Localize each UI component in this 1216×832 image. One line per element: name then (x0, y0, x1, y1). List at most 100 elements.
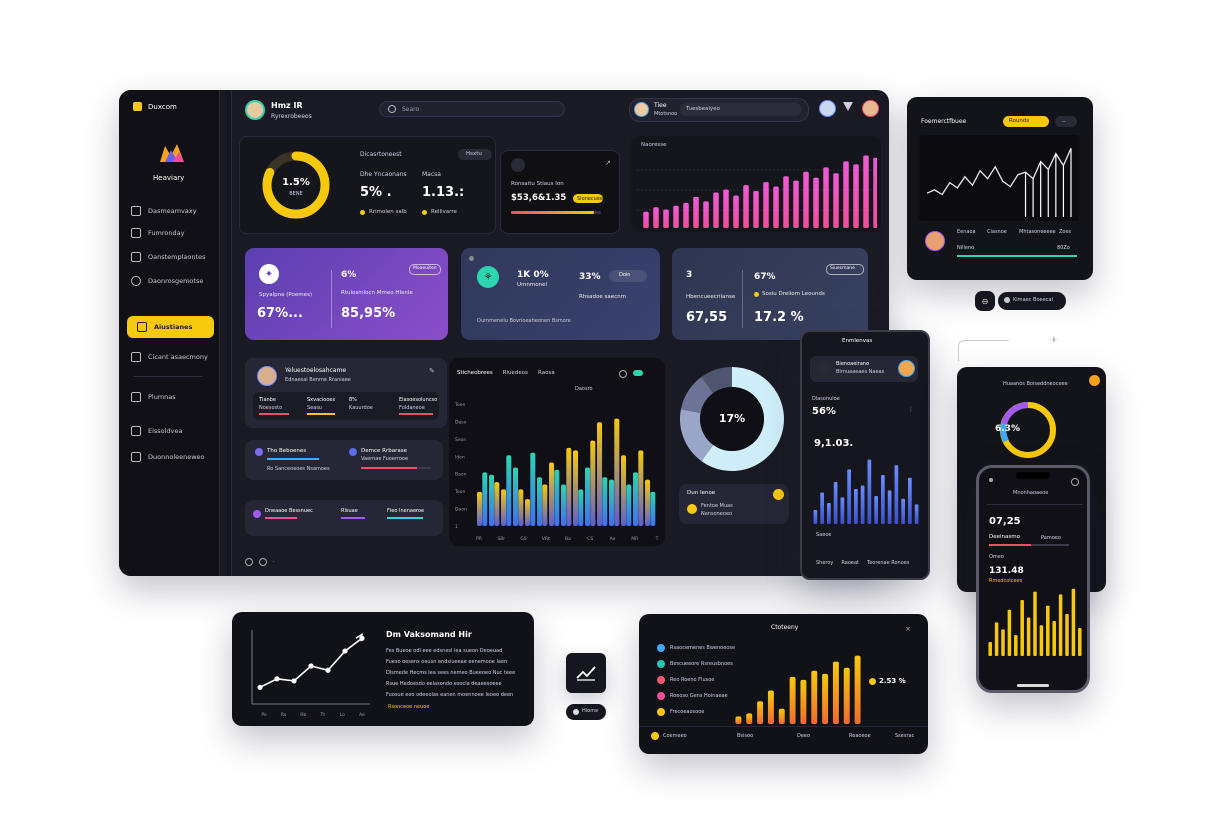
pill-button[interactable]: Kimaec Boeecat (998, 292, 1066, 310)
sidebar-item-6[interactable]: Cicant asaecmony (131, 348, 217, 366)
list-item[interactable]: Frecoeaosooe (657, 704, 767, 720)
sidebar-item-7[interactable]: Plumnas (131, 388, 217, 406)
bar (789, 676, 796, 724)
list-item[interactable]: Reo Roeno Flusoe (657, 672, 767, 688)
sidebar-item-9[interactable]: Duonnoleeneweo (131, 448, 217, 466)
ring-slice (680, 376, 714, 414)
status-icon (989, 478, 993, 482)
x-tick-label: CS (587, 536, 593, 542)
ring-footer-b: Nansoneoeo (701, 511, 733, 517)
bar (811, 670, 818, 724)
tab-1[interactable]: Sticheobrees (457, 370, 493, 376)
tasks-card[interactable]: Dneaaoe Bessnuec Rlsuae Fleo Inenaeroe (245, 500, 443, 536)
bar (746, 713, 753, 724)
list-card[interactable]: Tho Beboenes Ro Sanceoeoes Nsamoes Demce… (245, 440, 443, 480)
help-icon[interactable] (259, 558, 267, 566)
bar (813, 177, 819, 228)
ring-footer[interactable]: Dun Ienoe Fentoe Muas Nansoneoeo (679, 484, 789, 524)
filter-icon[interactable] (843, 102, 853, 111)
bar (908, 477, 912, 524)
profile-avatar[interactable] (862, 100, 879, 117)
stat-badge[interactable]: Moaeuiten (409, 264, 441, 275)
stat-card-purple[interactable]: ✦ Moaeuiten 6% Spyalpne (Poemes) Rtulosm… (245, 248, 448, 340)
more-icon[interactable]: ⋮ (908, 406, 914, 413)
mail-icon (131, 352, 141, 362)
bottom-divider (639, 726, 928, 727)
sidebar-item-2[interactable]: Fumronday (131, 224, 217, 242)
bottom-chart-list: Rsaocemenes Bwenoeose Bescueeore Rsreusb… (657, 640, 767, 720)
right-top-mini[interactable]: .. (1055, 116, 1077, 127)
bar (713, 192, 719, 228)
bar (853, 164, 859, 228)
check-tile[interactable] (566, 653, 606, 693)
list-dot-icon (349, 448, 357, 456)
bar (803, 171, 809, 228)
kpi-stat2-label: Macsa (422, 171, 441, 178)
x-tick-label: GS (520, 536, 526, 542)
pill-icon (1004, 297, 1010, 303)
bar (525, 499, 531, 526)
right-top-badge[interactable]: Rounds (1003, 116, 1049, 127)
bar (643, 211, 649, 228)
profile-card[interactable]: Yeluestoelosahcame Ednaesal Benme Rrania… (245, 358, 447, 428)
y-tick-label: Daon (455, 507, 467, 513)
check-pill[interactable]: Hiome (566, 704, 606, 720)
top-bar-chart-panel: Naoresse (631, 136, 881, 232)
stat-card-blue[interactable]: ⚘ 1K 0% Umnmonel 33% Rhsadoe saecnm Doin… (461, 248, 660, 340)
expand-icon[interactable]: ↗ (605, 159, 611, 167)
share-button[interactable]: ⊖ (975, 291, 995, 311)
brand[interactable]: Duxcom (133, 102, 177, 111)
list-item[interactable]: Bescueeore Rsreusbnoes (657, 656, 767, 672)
user-avatar (634, 102, 649, 117)
user-sub: Mtotsnoo (654, 111, 678, 117)
progress-badge[interactable]: Sionecuee (573, 194, 603, 203)
sidebar-item-3[interactable]: Oanstemplaontes (131, 248, 217, 266)
edit-icon[interactable]: ✎ (429, 367, 435, 375)
bar (1033, 591, 1037, 656)
sidebar-item-active[interactable]: Aiustianes (127, 316, 214, 338)
header-field[interactable]: Tuesbealyeo (680, 103, 802, 116)
link-icon: ⚘ (477, 266, 499, 288)
search-input[interactable]: Searo (379, 101, 565, 117)
data-point (257, 684, 263, 690)
stat-label-a: Umnmonel (517, 282, 547, 288)
bar (988, 642, 992, 656)
sidebar-item-8[interactable]: Eissoldvea (131, 422, 217, 440)
list-item[interactable]: Rsaocemenes Bwenoeose (657, 640, 767, 656)
tab-2[interactable]: Riuedeos (502, 370, 529, 376)
tablet-profile[interactable]: Bienoaeirano Blrnuaaeaes Naeas (810, 356, 918, 382)
share-icon: ⊖ (981, 296, 989, 306)
tablet-stat-value: 56% (812, 406, 836, 417)
stat-badge[interactable]: Doin (609, 270, 647, 282)
list-item[interactable]: Roeoso Gens Hoinaeae (657, 688, 767, 704)
kpi-button[interactable]: Hsxtu (458, 149, 492, 160)
settings-icon[interactable] (245, 558, 253, 566)
stat-label-b-row: Sosiu Dreiiom Leounds (754, 291, 825, 297)
stat-badge[interactable]: Siuesmane (826, 264, 864, 275)
bar (513, 467, 519, 526)
kpi-panel: 1.5% BENE Dicasrtoneest Hsxtu Dhe Yncaon… (239, 136, 496, 234)
user-pill[interactable]: Tiee Mtotsnoo Tuesbealyeo (629, 98, 809, 122)
refresh-icon[interactable] (619, 370, 627, 378)
value-dot-icon (869, 678, 876, 685)
stat-label-b: Rtulosmlocn Mmeo Hlenle (341, 290, 413, 296)
data-point (342, 648, 348, 654)
bar (867, 459, 872, 524)
stat-card-slate[interactable]: 3 67% Siuesmane Hbencueecrilanse Sosiu D… (672, 248, 868, 340)
notification-avatar[interactable] (819, 100, 836, 117)
tablet-bar-chart (813, 459, 919, 524)
avatar[interactable] (245, 100, 265, 120)
line-card-link[interactable]: Rsonceoe neuoe (388, 704, 430, 710)
toggle-icon[interactable] (633, 370, 643, 376)
card-icon (511, 158, 525, 172)
bar (854, 655, 861, 724)
sidebar-item-1[interactable]: Dasmeamvaxy (131, 202, 217, 220)
close-icon[interactable]: × (905, 625, 911, 633)
tab-3[interactable]: Raosa (538, 370, 555, 376)
list-fill (361, 467, 417, 469)
bar (633, 472, 639, 526)
data-point (325, 667, 331, 673)
task-bar (387, 517, 423, 519)
sidebar-item-4[interactable]: Daonrosgemotse (131, 272, 217, 290)
bar (994, 622, 999, 656)
